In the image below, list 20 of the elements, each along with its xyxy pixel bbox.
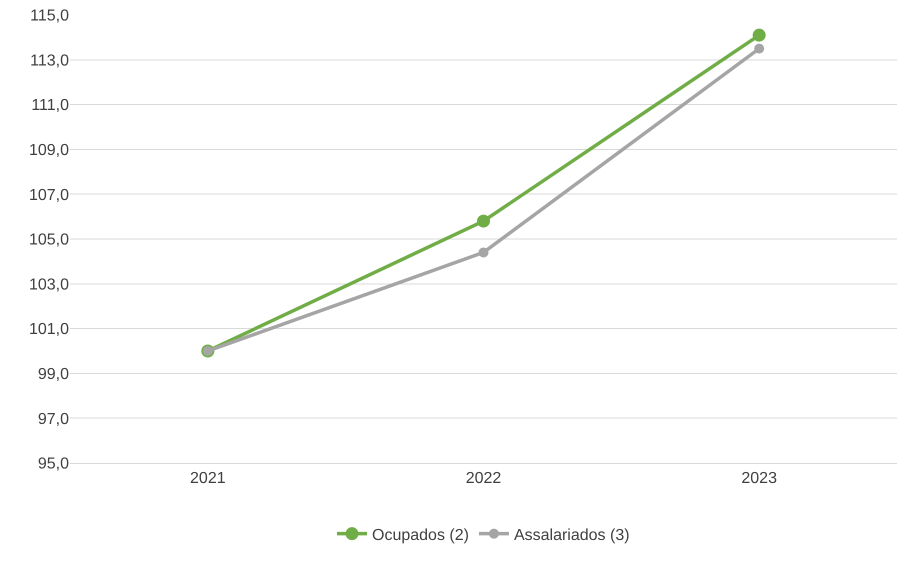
y-tick-label: 111,0: [31, 97, 70, 114]
y-tick-label: 103,0: [28, 276, 70, 294]
y-tick-label: 107,0: [28, 186, 70, 204]
y-tick-label: 115,0: [30, 8, 70, 25]
point: [752, 28, 766, 42]
y-tick-label: 95,0: [38, 456, 70, 473]
x-tick-label: 2021: [190, 470, 226, 488]
point: [477, 214, 490, 228]
y-tick-label: 101,0: [28, 321, 70, 338]
y-tick-label: 99,0: [38, 366, 70, 383]
x-tick-label: 2023: [741, 470, 778, 488]
point: [478, 247, 488, 258]
point: [754, 44, 764, 54]
y-tick-label: 97,0: [38, 410, 70, 428]
y-tick-label: 109,0: [28, 142, 70, 159]
legend-label: Assalariados (3): [514, 526, 630, 544]
x-tick-label: 2022: [466, 470, 502, 488]
legend-label: Ocupados (2): [372, 526, 469, 544]
y-tick-label: 105,0: [28, 232, 70, 249]
y-tick-label: 113,0: [30, 52, 70, 70]
